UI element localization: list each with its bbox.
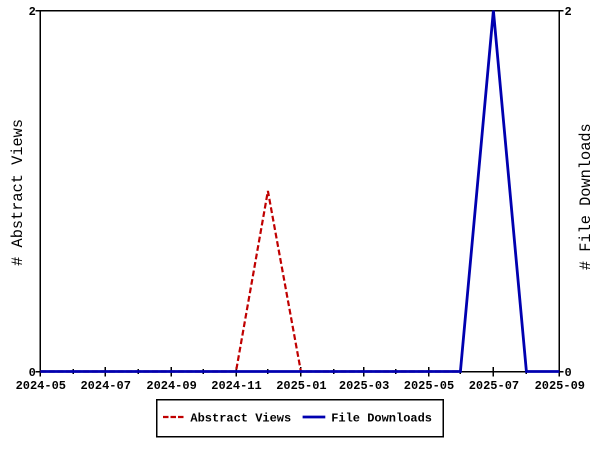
svg-text:0: 0 [565,366,572,380]
svg-text:2024-09: 2024-09 [146,379,196,393]
svg-text:2025-07: 2025-07 [469,379,519,393]
svg-text:2024-05: 2024-05 [16,379,66,393]
svg-text:Abstract Views: Abstract Views [190,412,291,426]
svg-text:# File Downloads: # File Downloads [577,123,595,270]
svg-text:# Abstract Views: # Abstract Views [9,119,27,266]
svg-text:2024-07: 2024-07 [80,379,130,393]
svg-text:0: 0 [29,366,36,380]
svg-text:2: 2 [565,5,572,19]
svg-text:2025-05: 2025-05 [404,379,454,393]
svg-text:File Downloads: File Downloads [331,412,432,426]
svg-text:2024-11: 2024-11 [211,379,261,393]
svg-text:2025-09: 2025-09 [535,379,585,393]
svg-text:2: 2 [29,5,36,19]
svg-text:2025-03: 2025-03 [339,379,389,393]
svg-text:2025-01: 2025-01 [276,379,326,393]
